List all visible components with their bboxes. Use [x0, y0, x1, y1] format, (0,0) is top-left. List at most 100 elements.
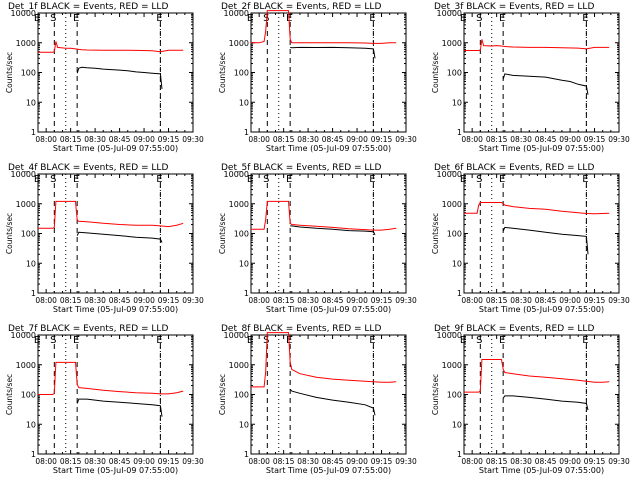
- y-tick-label: 10: [239, 98, 249, 107]
- x-tick-label: 08:30: [510, 135, 532, 144]
- marker-label: S: [476, 13, 482, 24]
- x-tick-label: 09:00: [346, 296, 368, 305]
- panel-7: Det_7f BLACK = Events, RED = LLD 1 10 100 10…: [5, 324, 204, 475]
- y-tick-label: 10: [452, 420, 462, 429]
- x-tick-label: 09:15: [371, 457, 393, 466]
- marker-label: S: [263, 335, 269, 346]
- x-tick-label: 08:30: [510, 457, 532, 466]
- x-tick-label: 08:45: [109, 135, 131, 144]
- y-tick-label: 1000: [16, 361, 36, 370]
- panel-title: Det_9f BLACK = Events, RED = LLD: [434, 324, 594, 334]
- y-axis-label: Counts/sec: [5, 374, 14, 415]
- y-tick-label: 100: [447, 69, 462, 78]
- y-tick-label: 1000: [229, 200, 249, 209]
- y-tick-label: 100: [21, 69, 36, 78]
- marker-label: S: [50, 335, 56, 346]
- y-tick-label: 100: [234, 230, 249, 239]
- plot-frame: [463, 12, 620, 133]
- plot-frame: [37, 334, 194, 455]
- plot-frame: [463, 173, 620, 294]
- marker-label: E: [156, 13, 162, 24]
- x-tick-label: 09:00: [559, 296, 581, 305]
- marker-label: E: [156, 335, 162, 346]
- series-lld: [38, 200, 184, 229]
- series-events: [76, 231, 163, 243]
- series-lld: [464, 359, 610, 393]
- series-events: [290, 46, 376, 59]
- series-lld: [251, 200, 397, 231]
- panel-title: Det_1f BLACK = Events, RED = LLD: [8, 2, 168, 12]
- series-lld: [464, 39, 610, 51]
- y-tick-label: 1000: [442, 361, 462, 370]
- y-tick-label: 1: [244, 450, 249, 459]
- x-tick-label: 09:00: [133, 296, 155, 305]
- marker-label: S: [476, 174, 482, 185]
- series-lld: [251, 332, 397, 388]
- panel-title: Det_4f BLACK = Events, RED = LLD: [8, 163, 168, 173]
- marker-label: E: [369, 13, 375, 24]
- x-tick-label: 09:30: [182, 135, 204, 144]
- x-tick-label: 08:00: [461, 296, 483, 305]
- series-events: [502, 395, 589, 411]
- y-tick-label: 1: [244, 289, 249, 298]
- x-tick-label: 09:00: [346, 457, 368, 466]
- series-events: [290, 225, 376, 236]
- y-tick-label: 100: [21, 230, 36, 239]
- y-tick-label: 100: [447, 230, 462, 239]
- panel-6: Det_6f BLACK = Events, RED = LLD 1 10 100 10…: [431, 163, 630, 314]
- x-tick-label: 08:30: [84, 296, 106, 305]
- y-tick-label: 10000: [224, 9, 249, 18]
- marker-label: E: [156, 174, 162, 185]
- y-axis-label: Counts/sec: [218, 52, 227, 93]
- marker-label: E: [286, 174, 292, 185]
- x-tick-label: 09:30: [608, 135, 630, 144]
- x-tick-label: 08:45: [322, 135, 344, 144]
- y-tick-label: 1: [31, 450, 36, 459]
- y-tick-label: 10: [26, 259, 36, 268]
- y-tick-label: 10000: [437, 9, 462, 18]
- panel-3: Det_3f BLACK = Events, RED = LLD 1 10 100 10…: [431, 2, 630, 153]
- x-tick-label: 08:00: [35, 457, 57, 466]
- marker-label: E: [34, 174, 40, 185]
- panel-title: Det_8f BLACK = Events, RED = LLD: [221, 324, 381, 334]
- panel-5: Det_5f BLACK = Events, RED = LLD 1 10 100 10…: [218, 163, 417, 314]
- series-events: [502, 73, 589, 95]
- y-axis-label: Counts/sec: [431, 374, 440, 415]
- panel-title: Det_7f BLACK = Events, RED = LLD: [8, 324, 168, 334]
- plot-frame: [37, 173, 194, 294]
- marker-label: S: [50, 174, 56, 185]
- x-axis-label: Start Time (05-Jul-09 07:55:00): [479, 466, 604, 475]
- marker-label: E: [582, 13, 588, 24]
- y-tick-label: 1: [31, 128, 36, 137]
- x-tick-label: 09:00: [559, 457, 581, 466]
- y-tick-label: 1: [457, 450, 462, 459]
- x-tick-label: 08:15: [60, 457, 82, 466]
- y-tick-label: 10: [26, 420, 36, 429]
- y-tick-label: 10: [452, 98, 462, 107]
- y-tick-label: 1000: [229, 39, 249, 48]
- x-tick-label: 08:00: [35, 296, 57, 305]
- x-tick-label: 08:30: [297, 457, 319, 466]
- y-axis-label: Counts/sec: [218, 374, 227, 415]
- panel-title: Det_2f BLACK = Events, RED = LLD: [221, 2, 381, 12]
- panel-1: Det_1f BLACK = Events, RED = LLD 1 10 100 10…: [5, 2, 204, 153]
- y-tick-label: 10000: [11, 9, 36, 18]
- x-axis-label: Start Time (05-Jul-09 07:55:00): [53, 144, 178, 153]
- x-tick-label: 09:15: [584, 135, 606, 144]
- panel-title: Det_5f BLACK = Events, RED = LLD: [221, 163, 381, 173]
- x-tick-label: 08:45: [109, 457, 131, 466]
- marker-label: E: [460, 13, 466, 24]
- x-tick-label: 08:30: [84, 135, 106, 144]
- x-tick-label: 08:15: [486, 135, 508, 144]
- y-tick-label: 100: [234, 391, 249, 400]
- y-tick-label: 10000: [437, 331, 462, 340]
- x-tick-label: 08:15: [60, 135, 82, 144]
- x-tick-label: 08:00: [461, 457, 483, 466]
- marker-label: E: [247, 174, 253, 185]
- x-tick-label: 09:30: [608, 457, 630, 466]
- x-tick-label: 09:30: [395, 135, 417, 144]
- series-events: [76, 398, 163, 417]
- x-tick-label: 08:15: [60, 296, 82, 305]
- x-tick-label: 09:30: [395, 457, 417, 466]
- series-lld: [464, 202, 610, 215]
